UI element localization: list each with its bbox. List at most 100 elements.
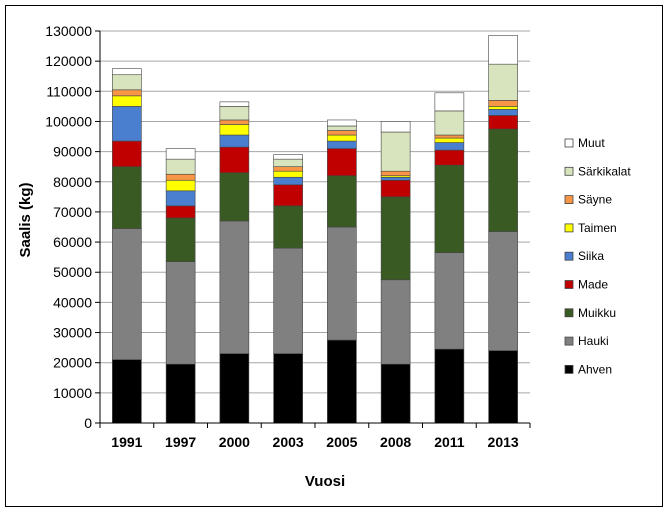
bar-segment-siika (165, 190, 196, 207)
bars (112, 35, 518, 424)
bar-segment-hauki (273, 247, 303, 354)
bar-segment-muikku (380, 196, 411, 281)
bar-segment-muikku (112, 166, 142, 229)
bar-segment-siika (488, 109, 518, 116)
y-tick-label: 120000 (45, 53, 92, 69)
legend-swatch (564, 251, 574, 261)
bar-segment-taimen (327, 134, 357, 142)
bar-segment-muut (112, 68, 142, 76)
bar-segment-särkikalat (165, 158, 196, 175)
y-tick-label: 20000 (53, 355, 92, 371)
bar-segment-made (488, 115, 518, 130)
bar-segment-ahven (488, 350, 518, 424)
x-tick-label: 2013 (488, 434, 519, 450)
legend: Muut Särkikalat Säyne Taimen Siika Made Muikku… (564, 136, 631, 376)
legend-swatch (564, 308, 574, 318)
bar-segment-säyne (380, 170, 411, 177)
bar-segment-hauki (165, 261, 196, 365)
x-tick-label: 1997 (165, 434, 196, 450)
bar-segment-ahven (327, 339, 357, 424)
y-axis-title: Saalis (kg) (17, 182, 34, 257)
x-tick-label: 2005 (326, 434, 357, 450)
bar-segment-ahven (219, 353, 250, 424)
x-tick-label: 2000 (219, 434, 250, 450)
bar-segment-ahven (380, 363, 411, 424)
y-tick-label: 40000 (53, 294, 92, 310)
bar-segment-säyne (219, 119, 250, 125)
x-tick-label: 1991 (111, 434, 142, 450)
bar-segment-taimen (219, 124, 250, 136)
y-tick-label: 100000 (45, 113, 92, 129)
bar-segment-säyne (488, 100, 518, 107)
gridlines (100, 30, 530, 394)
y-tick-label: 130000 (45, 23, 92, 39)
bar-segment-muut (488, 35, 518, 65)
bar-segment-muikku (219, 172, 250, 222)
legend-swatch (564, 364, 574, 374)
bar-segment-siika (327, 140, 357, 149)
bar-segment-säyne (434, 134, 465, 139)
y-tick-label: 70000 (53, 204, 92, 220)
legend-label: Muut (578, 136, 605, 150)
legend-swatch (564, 223, 574, 233)
bar-segment-taimen (488, 106, 518, 110)
bar-segment-muut (327, 119, 357, 127)
bar-segment-muikku (488, 128, 518, 232)
bar-segment-hauki (219, 220, 250, 354)
x-tick-label: 2008 (380, 434, 411, 450)
legend-label: Muikku (578, 306, 616, 320)
bar-segment-hauki (434, 252, 465, 350)
bar-segment-särkikalat (219, 106, 250, 121)
y-tick-label: 110000 (46, 83, 92, 99)
y-axis-ticks: 0 10000 20000 30000 40000 50000 60000 70000 8000… (45, 23, 100, 431)
bar-segment-hauki (380, 279, 411, 365)
bar-segment-muut (273, 154, 303, 160)
bar-segment-muut (434, 92, 465, 112)
legend-swatch (564, 280, 574, 289)
x-axis-title: Vuosi (305, 473, 345, 490)
bar-segment-ahven (112, 359, 142, 424)
bar-segment-säyne (327, 130, 357, 136)
y-tick-label: 60000 (53, 234, 92, 250)
bar-segment-hauki (488, 231, 518, 351)
legend-label: Made (578, 278, 608, 292)
bar-segment-säyne (273, 166, 303, 172)
bar-segment-särkikalat (273, 158, 303, 167)
bar-segment-made (380, 179, 411, 198)
x-tick-label: 2003 (273, 434, 304, 450)
legend-label: Siika (578, 249, 604, 263)
bar-segment-särkikalat (327, 125, 357, 131)
bar-segment-muut (219, 101, 250, 107)
bar-segment-taimen (165, 179, 196, 192)
legend-label: Hauki (578, 334, 609, 348)
bar-segment-ahven (165, 363, 196, 424)
x-tick-label: 2011 (434, 434, 465, 450)
legend-label: Ahven (578, 362, 612, 376)
bar-segment-hauki (112, 228, 142, 360)
bar-segment-ahven (434, 348, 465, 424)
bar-segment-särkikalat (488, 63, 518, 101)
bar-segment-muut (380, 121, 411, 133)
bar-segment-siika (219, 134, 250, 148)
legend-label: Taimen (578, 221, 617, 235)
legend-swatch (564, 138, 574, 148)
bar-segment-siika (112, 106, 142, 142)
legend-swatch (564, 166, 574, 176)
bar-segment-särkikalat (380, 131, 411, 172)
bar-segment-muut (165, 148, 196, 160)
bar-segment-siika (273, 176, 303, 186)
y-tick-label: 10000 (53, 385, 92, 401)
bar-segment-siika (380, 176, 411, 181)
y-tick-label: 0 (84, 415, 92, 431)
bar-segment-ahven (273, 353, 303, 424)
y-tick-label: 30000 (53, 325, 92, 341)
bar-segment-taimen (273, 170, 303, 178)
legend-label: Säyne (578, 193, 612, 207)
bar-segment-made (327, 148, 357, 177)
bar-segment-muikku (165, 217, 196, 262)
bar-segment-taimen (434, 137, 465, 143)
legend-swatch (564, 195, 574, 205)
bar-segment-muikku (434, 164, 465, 253)
bar-segment-muikku (273, 205, 303, 249)
